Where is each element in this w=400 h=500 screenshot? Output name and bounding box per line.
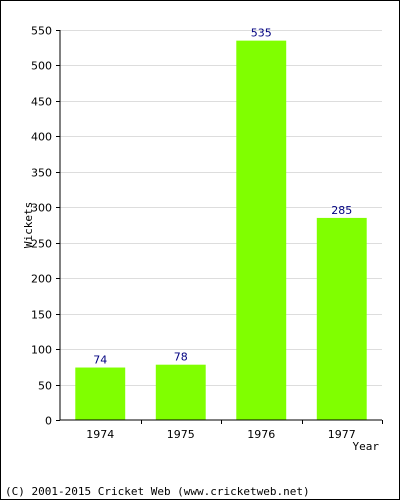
- y-tick-label: 300: [31, 202, 52, 215]
- data-label-1976: 535: [251, 27, 272, 40]
- x-axis-title: Year: [353, 440, 380, 453]
- y-tick-label: 450: [31, 96, 52, 109]
- y-tick-label: 100: [31, 344, 52, 357]
- y-tick-label: 550: [31, 25, 52, 38]
- y-ticks: 0 50 100 150 200 250 300 350 400 450 500 550: [31, 25, 60, 428]
- y-tick-label: 0: [45, 415, 52, 428]
- y-tick-label: 250: [31, 238, 52, 251]
- x-tick-label: 1974: [86, 428, 114, 441]
- data-label-1974: 74: [93, 354, 107, 367]
- bars: [75, 40, 367, 421]
- y-tick-label: 50: [38, 380, 52, 393]
- x-ticks: 1974 1975 1976 1977: [86, 420, 383, 441]
- data-label-1977: 285: [331, 204, 352, 217]
- y-tick-label: 350: [31, 167, 52, 180]
- bar-1977: [316, 217, 367, 420]
- bar-1974: [75, 367, 126, 420]
- y-tick-label: 500: [31, 60, 52, 73]
- copyright-footer: (C) 2001-2015 Cricket Web (www.cricketwe…: [5, 485, 310, 498]
- y-tick-label: 400: [31, 131, 52, 144]
- x-tick-label: 1977: [328, 428, 356, 441]
- data-label-1975: 78: [174, 351, 188, 364]
- data-labels: 74 78 535 285: [93, 27, 352, 367]
- y-axis-title: Wickets: [22, 202, 35, 248]
- y-tick-label: 200: [31, 273, 52, 286]
- x-tick-label: 1975: [167, 428, 195, 441]
- y-tick-label: 150: [31, 309, 52, 322]
- bar-1976: [236, 40, 287, 421]
- bar-1975: [155, 364, 206, 420]
- x-tick-label: 1976: [247, 428, 275, 441]
